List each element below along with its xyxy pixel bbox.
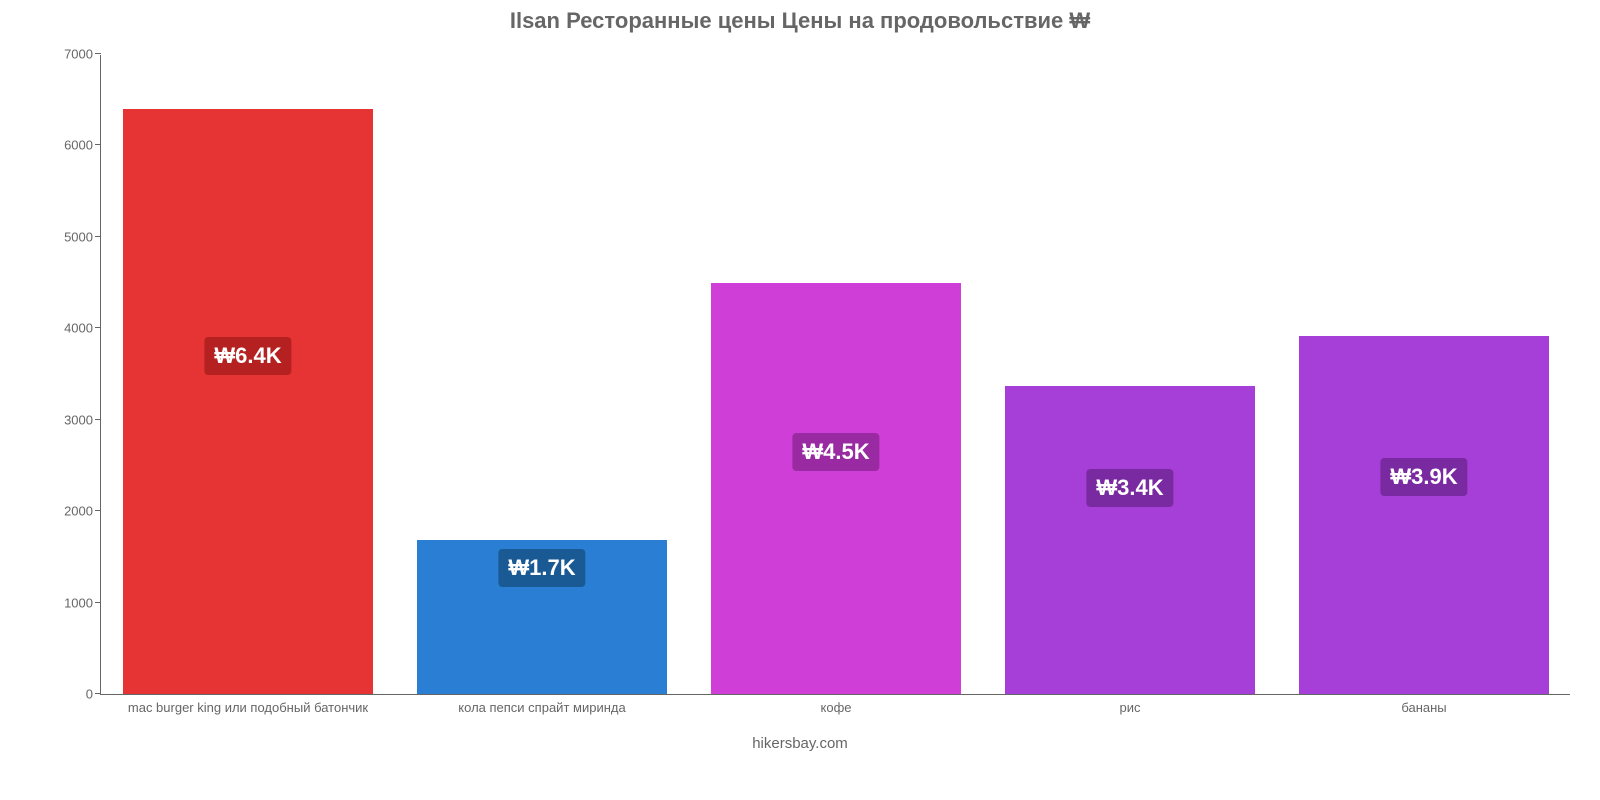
y-axis-tick-mark bbox=[95, 602, 101, 603]
x-axis-label: mac burger king или подобный батончик bbox=[128, 694, 368, 715]
y-axis-tick: 4000 bbox=[64, 321, 101, 336]
chart-title: Ilsan Ресторанные цены Цены на продоволь… bbox=[0, 8, 1600, 34]
y-axis-tick-mark bbox=[95, 510, 101, 511]
bar bbox=[1299, 336, 1549, 694]
y-axis-tick-mark bbox=[95, 144, 101, 145]
y-axis-tick-mark bbox=[95, 693, 101, 694]
plot-area: 01000200030004000500060007000mac burger … bbox=[100, 55, 1570, 695]
value-badge: ₩3.9K bbox=[1380, 458, 1467, 496]
value-badge: ₩4.5K bbox=[792, 433, 879, 471]
x-axis-label: бананы bbox=[1401, 694, 1446, 715]
y-axis-tick: 3000 bbox=[64, 412, 101, 427]
bar bbox=[711, 283, 961, 694]
y-axis-tick: 5000 bbox=[64, 229, 101, 244]
y-axis-tick-mark bbox=[95, 419, 101, 420]
y-axis-tick: 2000 bbox=[64, 504, 101, 519]
y-axis-tick-mark bbox=[95, 327, 101, 328]
y-axis-tick: 6000 bbox=[64, 138, 101, 153]
value-badge: ₩3.4K bbox=[1086, 469, 1173, 507]
x-axis-label: рис bbox=[1120, 694, 1141, 715]
y-axis-tick: 1000 bbox=[64, 595, 101, 610]
y-axis-tick-mark bbox=[95, 53, 101, 54]
y-axis-tick: 0 bbox=[86, 687, 101, 702]
bar bbox=[1005, 386, 1255, 694]
x-axis-label: кофе bbox=[821, 694, 852, 715]
chart-container: Ilsan Ресторанные цены Цены на продоволь… bbox=[0, 0, 1600, 800]
value-badge: ₩1.7K bbox=[498, 549, 585, 587]
y-axis-tick: 7000 bbox=[64, 47, 101, 62]
chart-footer: hikersbay.com bbox=[0, 735, 1600, 752]
bar bbox=[123, 109, 373, 694]
x-axis-label: кола пепси спрайт миринда bbox=[458, 694, 625, 715]
value-badge: ₩6.4K bbox=[204, 337, 291, 375]
y-axis-tick-mark bbox=[95, 236, 101, 237]
